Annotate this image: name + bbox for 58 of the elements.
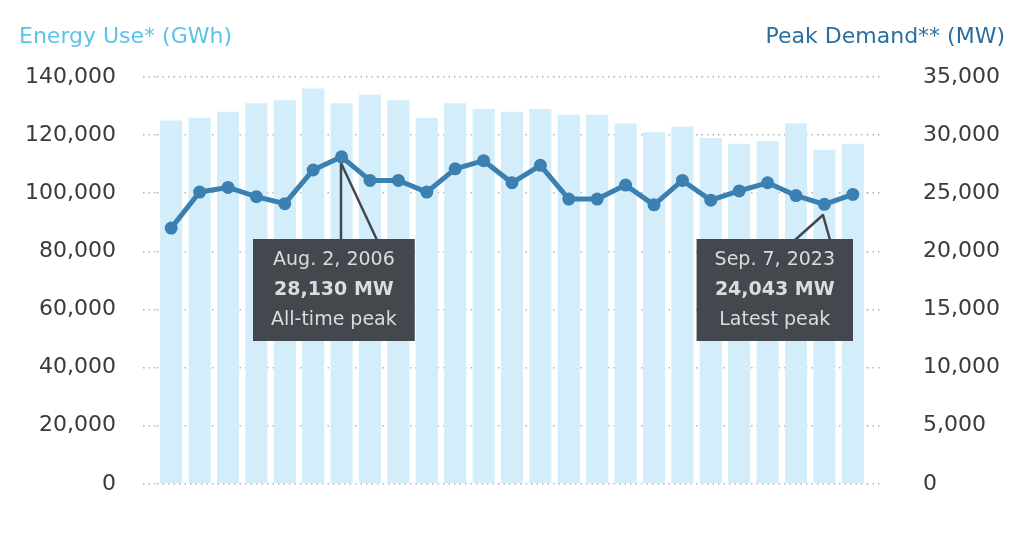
point <box>590 192 604 206</box>
bar <box>671 126 694 484</box>
point <box>675 173 689 187</box>
point <box>789 189 803 203</box>
point <box>562 192 576 206</box>
y-tick-label: 20,000 <box>39 411 116 437</box>
y2-tick-label: 30,000 <box>923 120 1000 146</box>
y2-tick-label: 10,000 <box>923 353 1000 379</box>
bar <box>160 120 183 484</box>
y-tick-label: 100,000 <box>25 178 116 204</box>
point <box>193 185 207 199</box>
y-axis-title: Energy Use* (GWh) <box>19 22 233 48</box>
point <box>477 154 491 168</box>
bar <box>188 117 211 484</box>
point <box>761 176 775 190</box>
bar <box>444 103 467 484</box>
point <box>817 197 831 211</box>
y-tick-label: 140,000 <box>25 62 116 88</box>
bar <box>557 114 580 484</box>
point <box>448 162 462 176</box>
bar <box>216 111 240 484</box>
y2-tick-label: 20,000 <box>923 237 1000 263</box>
bar <box>500 111 524 484</box>
point <box>306 163 320 177</box>
y-tick-label: 40,000 <box>39 353 116 379</box>
point <box>221 180 235 194</box>
point <box>249 190 263 204</box>
bar <box>586 114 609 484</box>
bar <box>614 123 637 484</box>
bar <box>415 117 438 484</box>
y2-tick-label: 0 <box>923 469 937 495</box>
y2-axis-title: Peak Demand** (MW) <box>765 22 1005 48</box>
y-tick-label: 0 <box>102 469 116 495</box>
y2-tick-label: 15,000 <box>923 295 1000 321</box>
y2-tick-label: 5,000 <box>923 411 986 437</box>
point <box>391 173 405 187</box>
point <box>619 178 633 192</box>
bar <box>642 132 666 484</box>
point <box>164 221 178 235</box>
point <box>732 184 746 198</box>
y2-tick-label: 35,000 <box>923 62 1000 88</box>
point <box>420 185 434 199</box>
point <box>647 198 661 212</box>
point <box>278 197 292 211</box>
y2-tick-label: 25,000 <box>923 178 1000 204</box>
point <box>704 193 718 207</box>
annotation: Aug. 2, 2006 28,130 MW All-time peak <box>271 246 397 329</box>
bar <box>472 108 495 484</box>
point <box>363 173 377 187</box>
point <box>533 158 547 172</box>
point <box>505 176 519 190</box>
y-tick-label: 120,000 <box>25 120 116 146</box>
y-tick-label: 80,000 <box>39 237 116 263</box>
annotation: Sep. 7, 2023 24,043 MW Latest peak <box>714 246 836 329</box>
point <box>335 150 349 164</box>
y-tick-label: 60,000 <box>39 295 116 321</box>
point <box>846 187 860 201</box>
bar <box>529 108 552 484</box>
